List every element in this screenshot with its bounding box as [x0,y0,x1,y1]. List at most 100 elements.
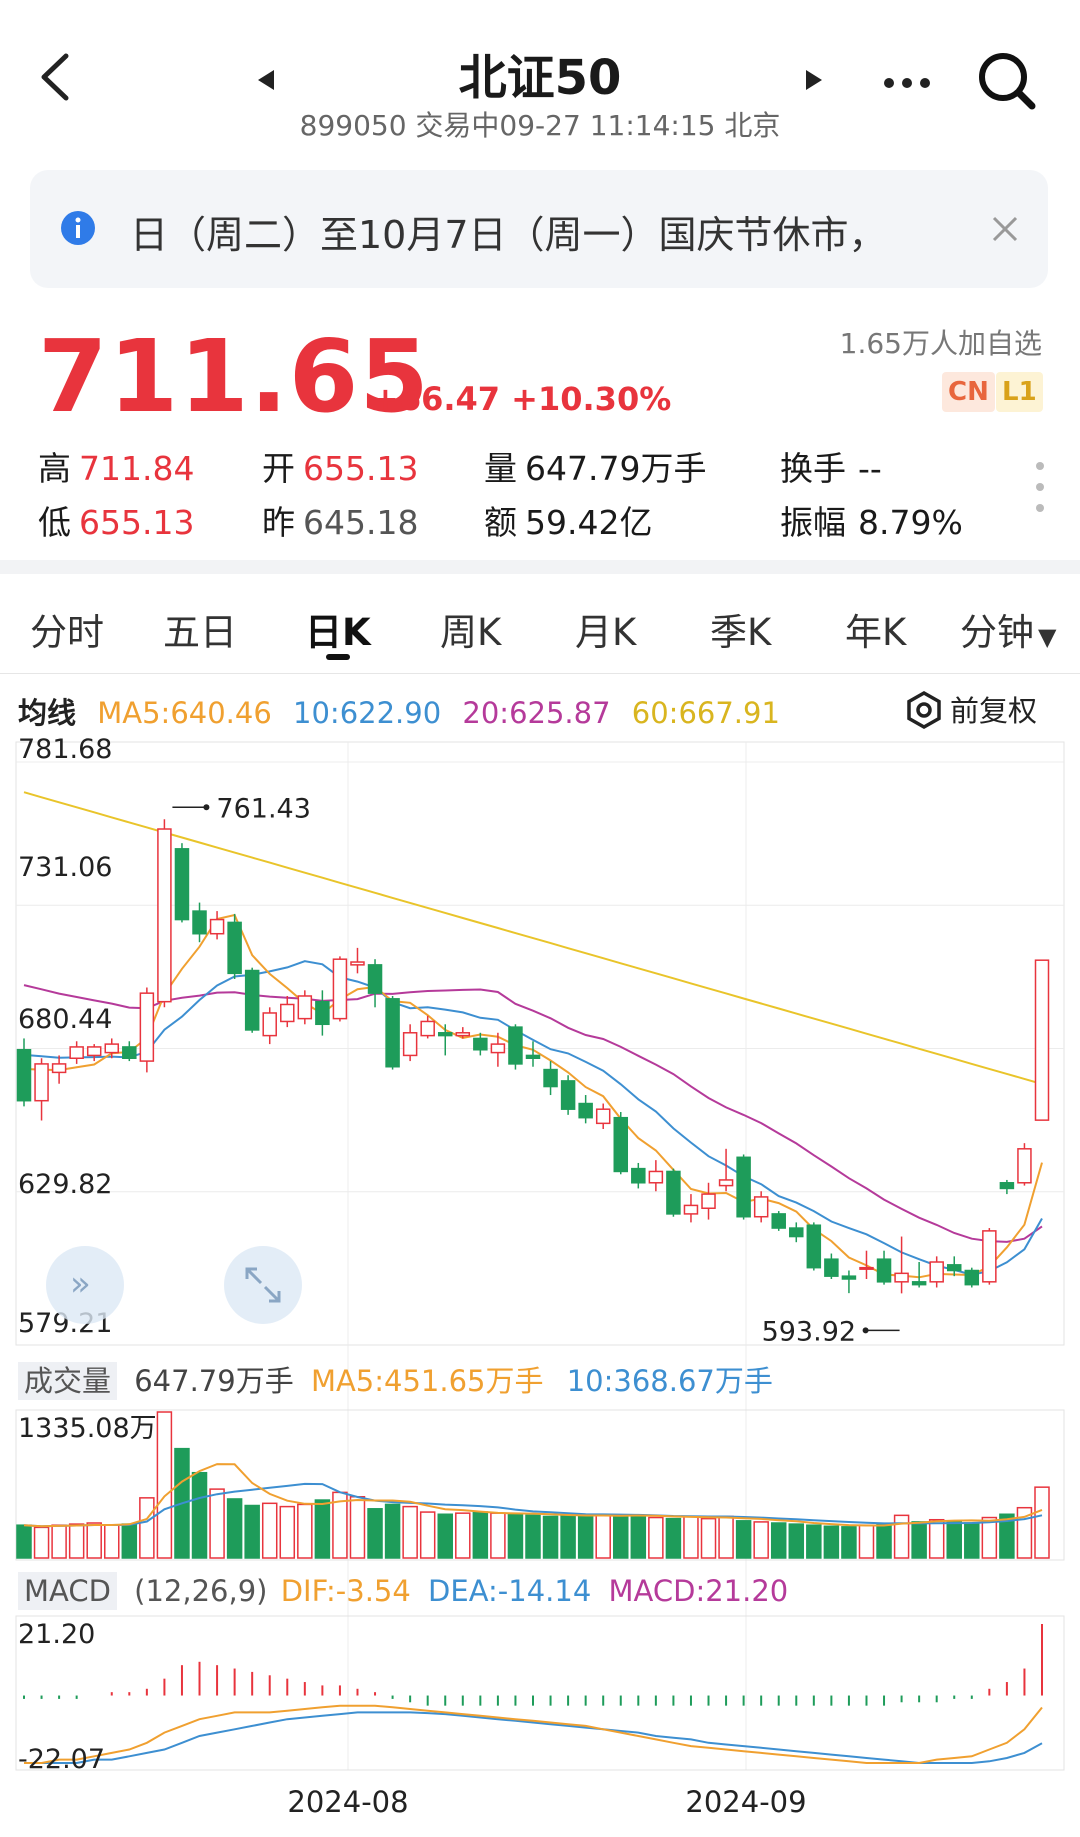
candle-body [104,1043,120,1054]
volume-bar [770,1522,787,1559]
price-axis-label: 731.06 [18,852,112,883]
prev-stock-icon[interactable] [256,68,276,92]
tab-yearly-k[interactable]: 年K [845,611,907,654]
volume-bar [437,1513,453,1559]
volume-bar [16,1524,32,1559]
more-icon[interactable] [882,76,932,90]
volume-bar [244,1504,260,1559]
kline-chart[interactable]: 781.68731.06680.44629.82579.21761.43593.… [0,730,1080,1837]
candle-body [999,1182,1015,1190]
candle-body [876,1258,892,1283]
page-title: 北证50 [458,50,622,106]
search-icon[interactable] [976,50,1038,112]
candle-body [736,1156,751,1218]
candle-body [648,1170,664,1184]
candle-body [824,1258,839,1277]
notice-text: 日（周二）至10月7日（周一）国庆节休市， [130,213,887,257]
volume-bar [841,1526,857,1559]
market-badge-cn: CN [942,372,995,412]
tab-intraday[interactable]: 分时 [30,611,104,654]
low-marker-dot [862,1327,869,1334]
candle-body [262,1012,277,1037]
candle-body [859,1266,874,1270]
tab-daily-k[interactable]: 日K [305,611,371,654]
collapse-toggle[interactable]: » [46,1246,124,1324]
stat-amount: 额 59.42亿 [484,503,653,542]
tab-five-day[interactable]: 五日 [163,611,237,654]
volume-bar [542,1515,559,1559]
volume-bar [981,1516,998,1559]
high-price-marker: 761.43 [216,793,310,824]
close-icon[interactable] [990,214,1020,244]
volume-bar [51,1524,67,1559]
top-bar: 北证50 899050 交易中09-27 11:14:15 北京 [0,0,1080,150]
macd-legend: MACD (12,26,9) DIF:-3.54 DEA:-14.14 MACD… [18,1572,788,1610]
back-arrow-icon[interactable] [36,52,72,102]
volume-bar [964,1522,980,1559]
volume-bar [1034,1486,1050,1559]
fullscreen-toggle[interactable] [224,1246,302,1324]
info-icon [61,211,95,245]
price-change: +66.47 +10.30% [372,380,672,418]
macd-dif-line [24,1704,1043,1764]
volume-bar [68,1523,85,1559]
candle-body [560,1080,576,1110]
candle-body [578,1102,593,1119]
low-price-marker: 593.92 [762,1316,856,1347]
candle-body [911,1281,927,1286]
candle-body [402,1032,418,1057]
volume-bar [630,1514,647,1559]
volume-bar [297,1503,313,1559]
candle-body [174,848,190,921]
stat-volume: 量 647.79万手 [484,449,707,488]
tab-weekly-k[interactable]: 周K [440,611,502,654]
ma60-line [23,791,1043,1085]
candle-body [280,1003,295,1023]
tab-monthly-k[interactable]: 月K [575,611,637,654]
volume-bar [191,1471,208,1559]
tab-quarterly-k[interactable]: 季K [710,611,772,654]
expand-arrows-icon [245,1267,281,1303]
candle-body [34,1063,49,1102]
volume-bar [876,1523,892,1559]
volume-bar [419,1511,436,1559]
stat-open: 开 655.13 [262,449,419,488]
expand-dots-icon[interactable] [1030,460,1050,514]
price-axis-label: 781.68 [18,734,112,765]
next-stock-icon[interactable] [804,68,824,92]
candle-body [508,1026,523,1065]
volume-bar [893,1514,910,1559]
volume-bar [595,1513,611,1559]
candle-body [701,1193,716,1209]
candle-body [789,1227,804,1238]
volume-bar [911,1521,927,1559]
period-tabs: 分时 五日 日K 周K 月K 季K 年K 分钟 ▼ [0,588,1080,674]
volume-ma10-line [23,1482,1043,1528]
candle-body [69,1046,84,1059]
candle-body [244,969,260,1031]
volume-bar [279,1505,296,1559]
volume-bar [261,1502,278,1559]
volume-bar [718,1515,734,1559]
holiday-notice[interactable]: 日（周二）至10月7日（周一）国庆节休市， [30,170,1048,288]
settings-hexagon-icon [904,690,944,737]
candle-body [683,1204,699,1215]
volume-bar [507,1513,524,1559]
stat-amplitude: 振幅 8.79% [780,503,963,542]
high-marker-dot [203,804,210,811]
candle-body [297,995,313,1020]
volume-bar [648,1516,664,1559]
volume-bar [700,1517,717,1559]
candle-body [227,921,242,975]
price-panel-frame [15,741,1065,1346]
candle-body [209,918,225,935]
candle-body [332,958,348,1020]
level-badge-l1: L1 [996,372,1043,412]
adjust-toggle[interactable]: 前复权 [904,688,1037,737]
volume-bar [858,1524,875,1559]
price-axis-label: 680.44 [18,1004,112,1035]
section-divider [0,560,1080,574]
tab-minute[interactable]: 分钟 ▼ [960,611,1057,654]
volume-bar [928,1518,945,1559]
volume-bar [367,1508,383,1559]
